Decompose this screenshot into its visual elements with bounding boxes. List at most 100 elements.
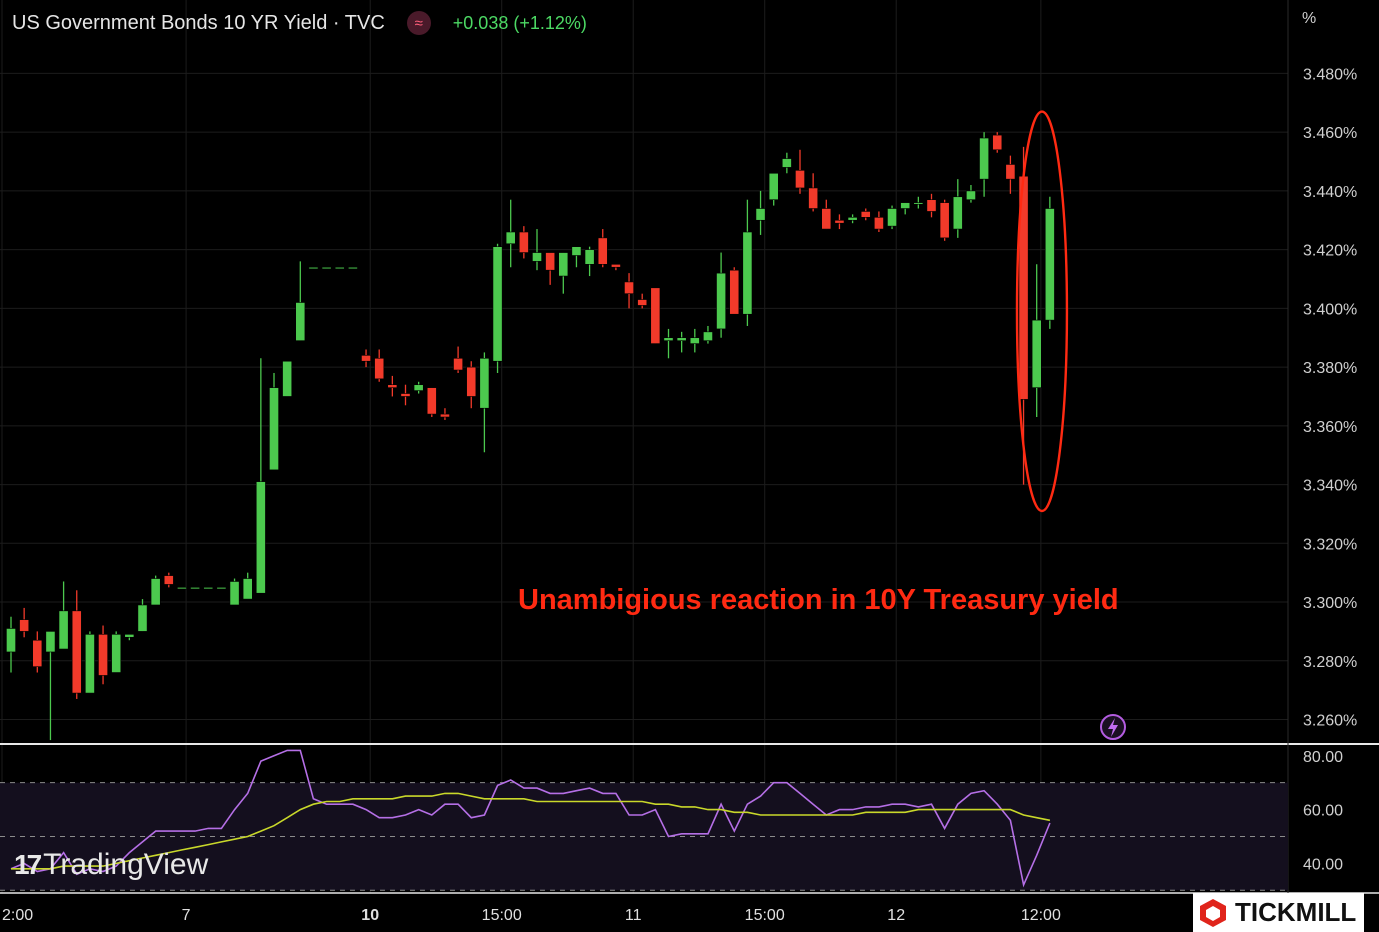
candle <box>255 358 266 594</box>
candle-body <box>834 219 845 224</box>
candle <box>216 587 227 590</box>
candle-body <box>203 587 214 590</box>
candle <box>939 199 950 241</box>
candle-body <box>321 266 332 270</box>
candle <box>900 202 911 215</box>
candle <box>979 132 989 197</box>
candle-body <box>440 413 450 418</box>
rsi-tick-label: 80.00 <box>1303 749 1343 766</box>
candle <box>71 590 82 699</box>
rsi-tick-label: 40.00 <box>1303 856 1343 873</box>
price-tick-label: 3.420% <box>1303 243 1357 260</box>
time-tick-label: 15:00 <box>482 907 522 924</box>
candle-body <box>413 384 424 391</box>
tickmill-text: TICKMILL <box>1235 897 1357 927</box>
candle-body <box>808 187 819 209</box>
lightning-icon[interactable] <box>1100 714 1126 740</box>
candle-body <box>584 249 595 265</box>
chart-header: US Government Bonds 10 YR Yield · TVC ≈ … <box>12 10 587 36</box>
candle <box>716 252 726 338</box>
approx-icon[interactable]: ≈ <box>406 11 431 35</box>
candle <box>32 631 43 673</box>
candle <box>1044 196 1055 329</box>
candle-body <box>1005 164 1016 180</box>
candle-body <box>729 269 740 315</box>
candle-body <box>163 575 174 585</box>
candle-body <box>597 237 608 265</box>
candle-body <box>98 634 108 676</box>
candle <box>703 325 713 344</box>
candle-body <box>19 619 30 632</box>
candle <box>834 214 845 230</box>
candle <box>597 229 608 268</box>
candle <box>742 199 753 326</box>
symbol-title[interactable]: US Government Bonds 10 YR Yield · TVC <box>12 11 385 34</box>
candle <box>637 293 648 309</box>
candle-body <box>873 217 884 230</box>
candle <box>610 264 621 271</box>
candle <box>795 149 805 194</box>
price-tick-label: 3.460% <box>1303 125 1357 142</box>
price-tick-label: 3.340% <box>1303 478 1357 495</box>
time-tick-label: 7 <box>182 907 191 924</box>
candle <box>663 328 674 359</box>
candle <box>150 575 161 606</box>
candle-body <box>676 337 687 341</box>
candle <box>347 266 358 270</box>
candle <box>887 205 897 230</box>
candle-body <box>663 337 674 341</box>
price-tick-label: 3.260% <box>1303 713 1357 730</box>
candle <box>768 172 779 206</box>
candle <box>479 352 490 453</box>
time-tick-label: 11 <box>625 907 642 924</box>
candle <box>873 211 884 233</box>
candle-body <box>900 202 911 209</box>
candle <box>558 252 569 294</box>
price-tick-label: 3.360% <box>1303 419 1357 436</box>
candle-body <box>795 170 805 189</box>
candle-body <box>177 587 187 590</box>
candle <box>926 193 937 218</box>
candle <box>45 631 56 741</box>
candle-body <box>558 252 569 277</box>
price-tick-label: 3.280% <box>1303 654 1357 671</box>
candle <box>966 185 976 203</box>
price-tick-label: 3.300% <box>1303 595 1357 612</box>
candle <box>755 190 766 235</box>
candle <box>689 328 700 353</box>
candle-body <box>387 384 398 388</box>
candle <box>453 346 463 373</box>
candle-body <box>821 208 832 230</box>
rsi-series-rsi <box>10 749 1051 888</box>
candle <box>1005 155 1016 194</box>
candle <box>387 375 398 397</box>
candle-body <box>966 190 976 200</box>
candle-body <box>505 231 516 245</box>
candle <box>177 587 187 590</box>
tickmill-brand: TICKMILL <box>1193 893 1365 932</box>
candle-body <box>860 211 871 218</box>
highlight-ellipse <box>1015 110 1069 513</box>
price-axis[interactable]: 3.260% 3.280% 3.300% 3.320% 3.340% 3.360% 3.38… <box>1303 66 1357 873</box>
candle <box>400 384 411 406</box>
candle-body <box>426 387 437 415</box>
candle-body <box>979 137 989 180</box>
candle <box>137 599 148 632</box>
candle-body <box>742 231 753 315</box>
candle <box>426 387 437 418</box>
candle-body <box>453 357 463 371</box>
candle <box>440 408 450 420</box>
candle-body <box>1031 319 1042 388</box>
rsi-tick-label: 60.00 <box>1303 803 1343 820</box>
time-axis[interactable]: 2:00 7 10 15:00 11 15:00 12 12:00 <box>2 907 1061 924</box>
candle-body <box>610 264 621 268</box>
candle <box>545 252 556 285</box>
candle-body <box>716 272 726 330</box>
candle <box>85 631 95 694</box>
tradingview-text: TradingView <box>43 848 209 881</box>
price-axis-unit: % <box>1302 10 1317 27</box>
candle <box>334 266 345 270</box>
candle-body <box>887 208 897 227</box>
candle <box>163 572 174 588</box>
candle <box>58 581 69 650</box>
